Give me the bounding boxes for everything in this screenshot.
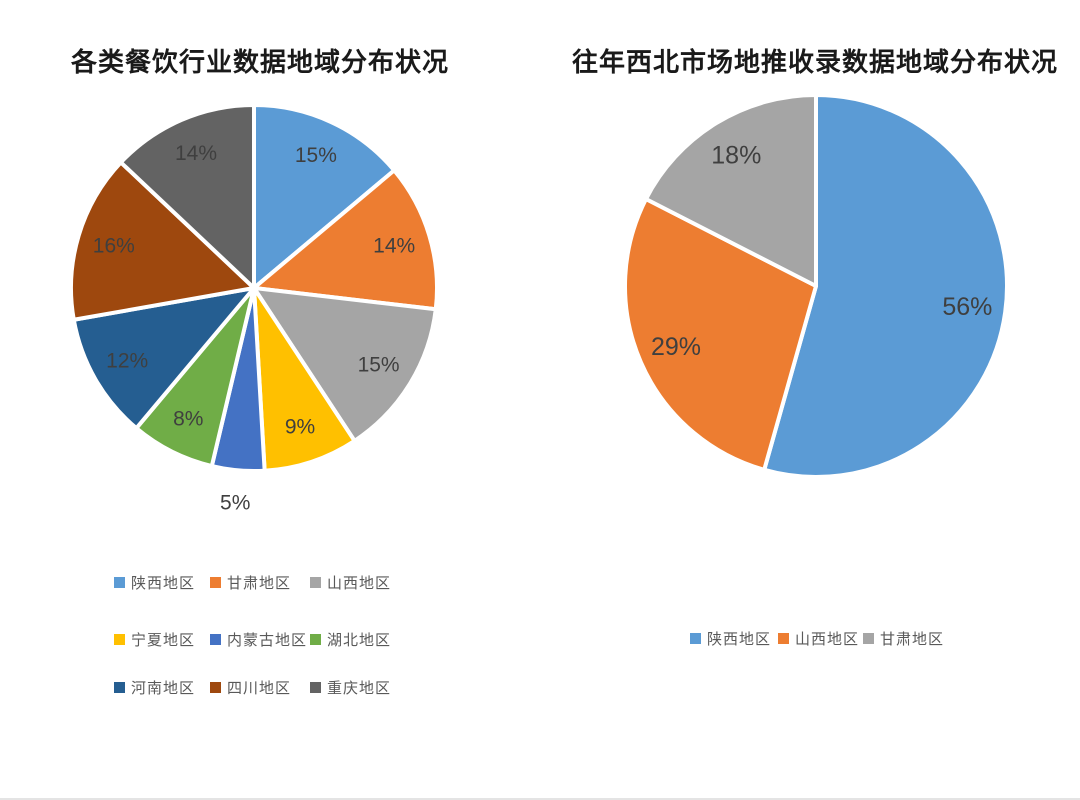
pie-slice-甘肃地区 bbox=[643, 93, 818, 288]
legend-label: 重庆地区 bbox=[327, 679, 392, 697]
legend-label: 湖北地区 bbox=[327, 631, 392, 649]
percent-label-四川地区: 16% bbox=[93, 235, 135, 258]
legend-marker-icon bbox=[310, 576, 321, 588]
legend-label: 内蒙古地区 bbox=[227, 631, 308, 649]
legend-marker-icon bbox=[310, 681, 321, 693]
legend-label: 陕西地区 bbox=[131, 574, 196, 592]
legend-label: 甘肃地区 bbox=[227, 574, 292, 592]
legend-item-山西地区: 山西地区 bbox=[778, 628, 859, 648]
percent-label-陕西地区: 15% bbox=[295, 144, 337, 167]
legend-label: 山西地区 bbox=[795, 630, 860, 648]
legend-item-山西地区: 山西地区 bbox=[310, 572, 391, 592]
percent-label-湖北地区: 8% bbox=[173, 407, 203, 430]
legend-marker-icon bbox=[114, 681, 125, 693]
pie-slice-山西地区 bbox=[623, 197, 818, 472]
pie-slice-陕西地区 bbox=[252, 103, 397, 290]
legend-item-陕西地区: 陕西地区 bbox=[690, 628, 771, 648]
legend-item-宁夏地区: 宁夏地区 bbox=[114, 629, 195, 649]
legend-label: 山西地区 bbox=[327, 574, 392, 592]
percent-label-内蒙古地区: 5% bbox=[220, 492, 250, 515]
legend-marker-icon bbox=[210, 681, 221, 693]
legend-label: 陕西地区 bbox=[707, 630, 772, 648]
percent-label-陕西地区: 56% bbox=[942, 293, 992, 321]
legend-marker-icon bbox=[778, 632, 789, 644]
right-chart-title: 往年西北市场地推收录数据地域分布状况 bbox=[571, 47, 1058, 77]
legend-label: 甘肃地区 bbox=[880, 630, 945, 648]
legend-item-甘肃地区: 甘肃地区 bbox=[863, 628, 944, 648]
pie-slice-甘肃地区 bbox=[252, 168, 439, 312]
pie-slice-山西地区 bbox=[252, 286, 438, 443]
legend-item-四川地区: 四川地区 bbox=[210, 677, 291, 697]
legend-item-陕西地区: 陕西地区 bbox=[114, 572, 195, 592]
legend-marker-icon bbox=[210, 633, 221, 645]
legend-marker-icon bbox=[310, 633, 321, 645]
legend-label: 河南地区 bbox=[131, 679, 196, 697]
percent-label-甘肃地区: 14% bbox=[373, 235, 415, 258]
legend-marker-icon bbox=[114, 633, 125, 645]
legend-item-甘肃地区: 甘肃地区 bbox=[210, 572, 291, 592]
legend-marker-icon bbox=[114, 576, 125, 588]
pie-slice-重庆地区 bbox=[118, 103, 256, 290]
legend-item-内蒙古地区: 内蒙古地区 bbox=[210, 629, 307, 649]
left-pie-chart: 15% 14% 15% 9% 5% 8% 12% 16% 14% bbox=[69, 103, 439, 515]
right-pie-chart: 56% 29% 18% bbox=[623, 93, 1009, 479]
legend-marker-icon bbox=[210, 576, 221, 588]
legend-marker-icon bbox=[863, 632, 874, 644]
legend-item-河南地区: 河南地区 bbox=[114, 677, 195, 697]
percent-label-山西地区: 29% bbox=[651, 333, 701, 361]
left-chart-title: 各类餐饮行业数据地域分布状况 bbox=[70, 47, 449, 77]
percent-label-河南地区: 12% bbox=[106, 350, 148, 373]
legend-marker-icon bbox=[690, 632, 701, 644]
percent-label-重庆地区: 14% bbox=[175, 142, 217, 165]
percent-label-山西地区: 15% bbox=[358, 353, 400, 376]
percent-label-宁夏地区: 9% bbox=[285, 416, 315, 439]
pie-slice-河南地区 bbox=[71, 286, 256, 431]
legend-item-重庆地区: 重庆地区 bbox=[310, 677, 391, 697]
legend-item-湖北地区: 湖北地区 bbox=[310, 629, 391, 649]
pie-slice-陕西地区 bbox=[762, 93, 1009, 479]
percent-label-甘肃地区: 18% bbox=[711, 142, 761, 170]
legend-label: 宁夏地区 bbox=[131, 631, 196, 649]
legend-label: 四川地区 bbox=[227, 679, 292, 697]
pie-slice-四川地区 bbox=[69, 160, 256, 322]
